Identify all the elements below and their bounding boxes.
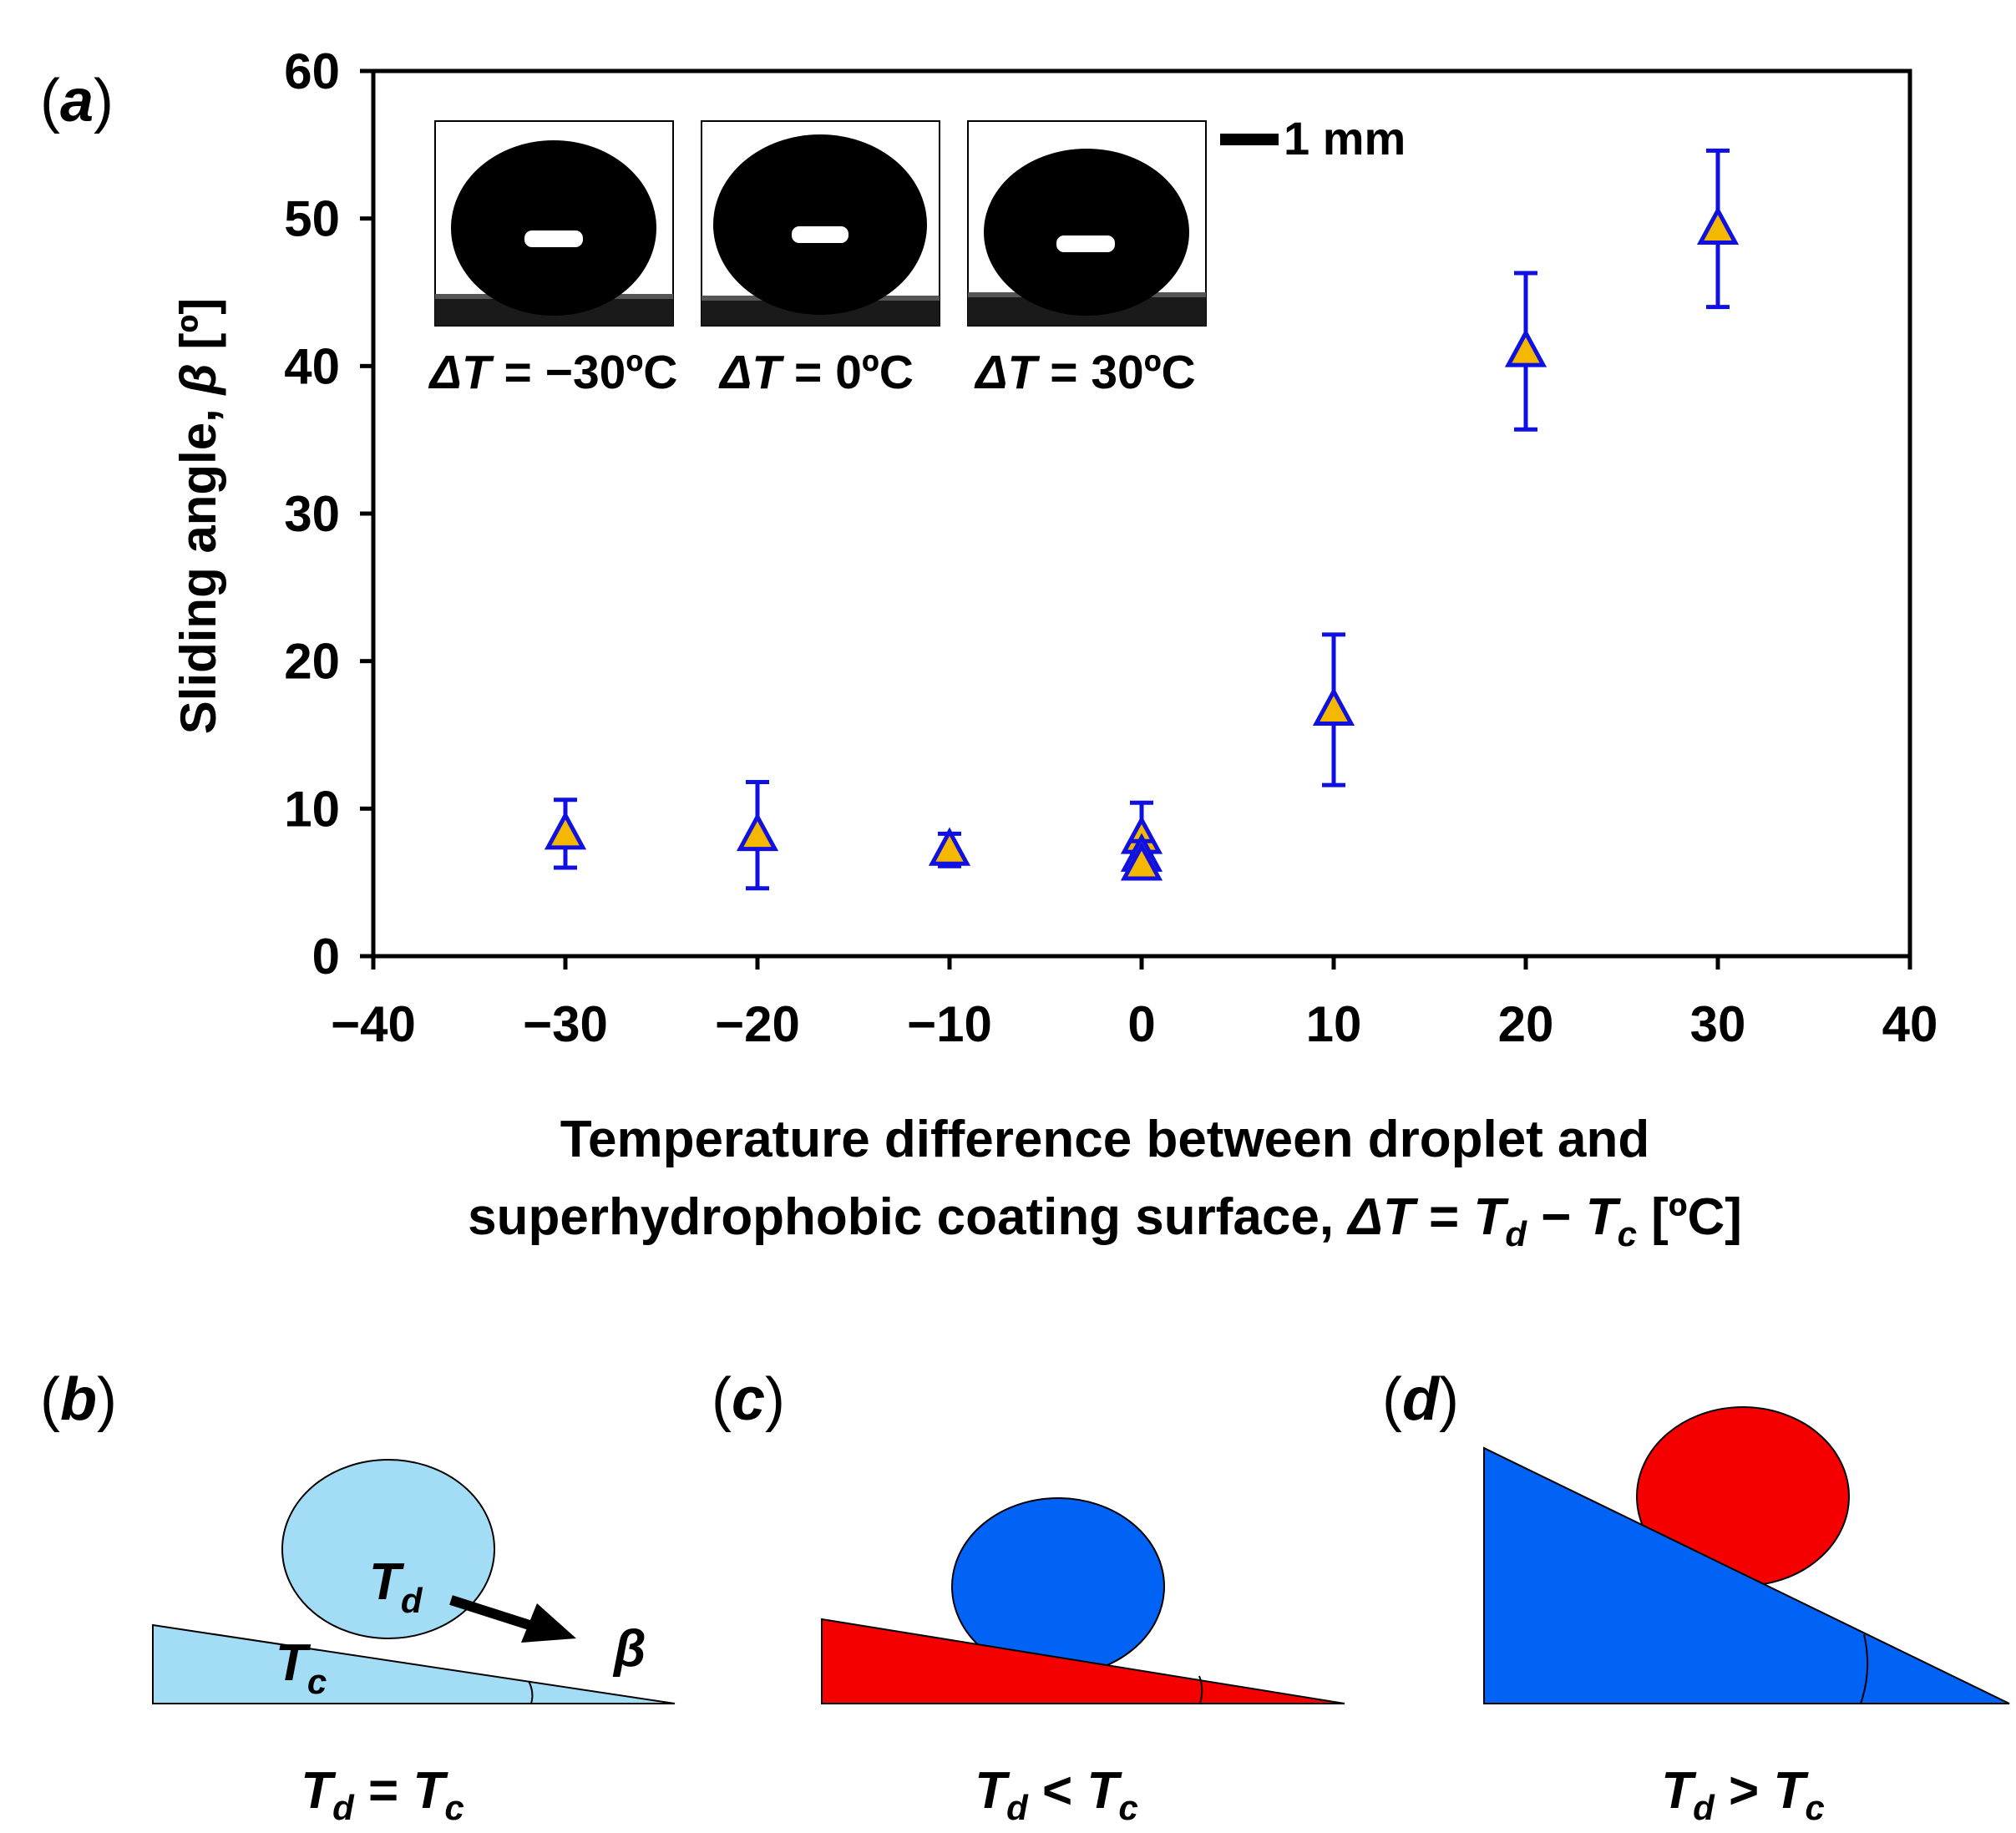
- inset-images: 1 mm ΔT = −30ºC ΔT = 0ºC ΔT = 30ºC: [428, 112, 1406, 399]
- droplet-temp-label: Td: [369, 1553, 423, 1620]
- data-point-marker: [736, 812, 779, 852]
- x-tick-label: −20: [715, 996, 800, 1052]
- inset-caption-1: ΔT = −30ºC: [428, 346, 678, 399]
- angle-arc-c: [1198, 1675, 1203, 1704]
- caption-d: Td > Tc: [1661, 1762, 1824, 1827]
- scale-bar-label: 1 mm: [1284, 112, 1406, 165]
- droplet-image-2: [701, 120, 940, 327]
- surface-temp-label: Tc: [276, 1634, 327, 1701]
- x-axis-label-line1: Temperature difference between droplet a…: [560, 1111, 1650, 1168]
- panel-c: (c) Td < Tc: [712, 1366, 1345, 1827]
- y-tick-label: 60: [284, 43, 340, 99]
- x-tick-label: 10: [1306, 996, 1362, 1052]
- surface-c: [821, 1618, 1345, 1704]
- data-point-marker: [1696, 205, 1740, 246]
- sliding-angle-symbol: β: [612, 1620, 646, 1678]
- y-tick-label: 0: [312, 929, 340, 985]
- scale-bar: [1220, 134, 1279, 145]
- caption-c: Td < Tc: [975, 1762, 1137, 1827]
- surface-b: [152, 1623, 676, 1704]
- droplet-image-1: [434, 120, 674, 327]
- y-axis: 0 10 20 30 40 50 60: [284, 43, 373, 985]
- data-point-marker: [928, 827, 971, 866]
- y-tick-label: 10: [284, 781, 340, 837]
- panel-d: (d) Td > Tc: [1382, 1366, 2010, 1827]
- y-tick-label: 50: [284, 191, 340, 247]
- y-tick-label: 40: [284, 338, 340, 394]
- angle-arc-b: [528, 1680, 534, 1704]
- angle-arc-d: [1860, 1633, 1869, 1704]
- data-point-marker: [1120, 842, 1163, 881]
- x-tick-label: 0: [1127, 996, 1155, 1052]
- inset-caption-2: ΔT = 0ºC: [718, 346, 914, 399]
- sliding-arrow-head: [521, 1603, 576, 1643]
- droplet-b: [281, 1459, 495, 1639]
- data-point-marker: [1312, 686, 1355, 726]
- x-tick-label: 20: [1498, 996, 1554, 1052]
- panel-b: (b) Td Tc β Td = Tc: [40, 1366, 676, 1827]
- droplet-image-3: [967, 120, 1207, 327]
- x-tick-label: −10: [907, 996, 992, 1052]
- sliding-arrow-shaft: [449, 1595, 536, 1632]
- y-tick-label: 30: [284, 486, 340, 542]
- panel-label-d: (d): [1382, 1366, 1459, 1433]
- data-point-marker: [1504, 328, 1547, 367]
- y-axis-label: Sliding angle, β [º]: [170, 298, 226, 735]
- x-tick-label: 30: [1690, 996, 1746, 1052]
- panel-label-c: (c): [712, 1366, 785, 1433]
- caption-b: Td = Tc: [301, 1762, 463, 1827]
- panel-label-b: (b): [40, 1366, 117, 1433]
- x-tick-label: −40: [331, 996, 416, 1052]
- x-axis-label-line2: superhydrophobic coating surface, ΔT = T…: [468, 1188, 1742, 1253]
- data-series: [544, 148, 1740, 891]
- x-tick-label: −30: [523, 996, 608, 1052]
- y-tick-label: 20: [284, 634, 340, 690]
- x-tick-label: 40: [1882, 996, 1938, 1052]
- data-point-marker: [544, 811, 587, 850]
- surface-d: [1483, 1446, 2010, 1704]
- x-axis: −40 −30 −20 −10 0 10 20 30 40: [331, 956, 1937, 1052]
- panel-label-a: (a): [40, 68, 114, 134]
- inset-caption-3: ΔT = 30ºC: [974, 346, 1195, 399]
